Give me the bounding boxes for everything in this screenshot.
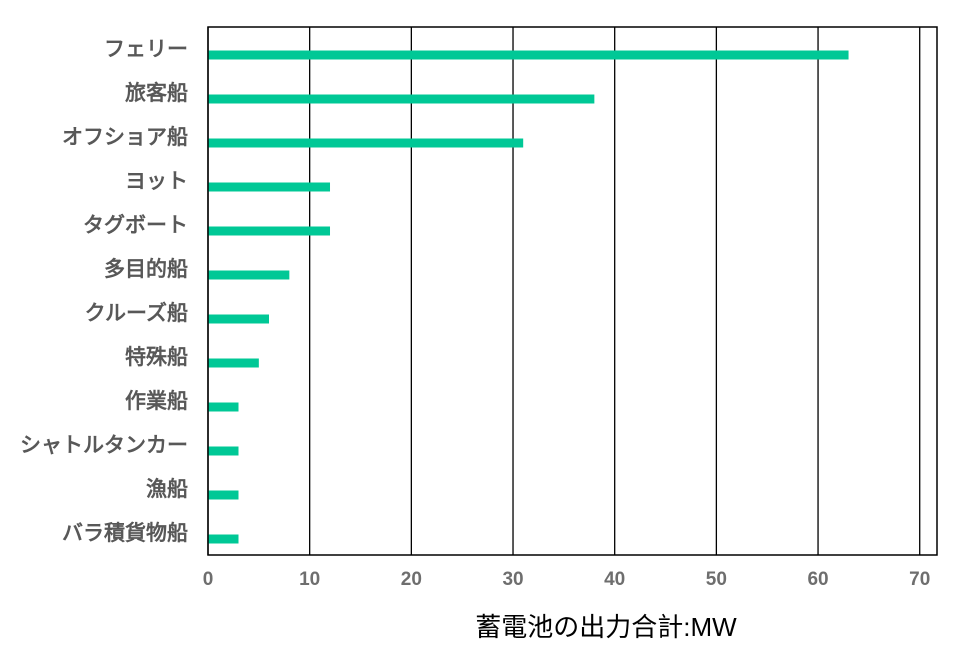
x-tick-label: 10	[299, 569, 320, 590]
bar-10	[208, 490, 239, 500]
x-tick-label: 70	[909, 569, 930, 590]
x-tick-label: 50	[706, 569, 727, 590]
category-label: 多目的船	[104, 257, 188, 281]
bar-4	[208, 226, 331, 236]
category-label: ヨット	[125, 170, 188, 193]
category-label: タグボート	[83, 213, 188, 237]
bar-11	[208, 534, 239, 544]
bar-6	[208, 314, 270, 324]
bar-7	[208, 358, 259, 368]
bars	[208, 50, 849, 544]
x-tick-label: 20	[401, 569, 422, 590]
category-label: クルーズ船	[85, 301, 188, 325]
category-label: バラ積貨物船	[62, 521, 188, 545]
category-label: 作業船	[125, 389, 188, 413]
category-label: 特殊船	[125, 345, 188, 369]
category-labels: フェリー旅客船オフショア船ヨットタグボート多目的船クルーズ船特殊船作業船シャトル…	[20, 38, 188, 545]
plot-frame	[207, 26, 938, 556]
x-axis-title: 蓄電池の出力合計:MW	[475, 612, 737, 642]
bar-2	[208, 138, 524, 148]
bar-1	[208, 94, 595, 104]
x-tick-label: 30	[502, 569, 523, 590]
gridlines	[207, 27, 921, 555]
category-label: オフショア船	[62, 125, 188, 149]
bar-9	[208, 446, 239, 456]
bar-3	[208, 182, 331, 192]
bar-0	[208, 50, 849, 60]
bar-8	[208, 402, 239, 412]
x-tick-label: 40	[604, 569, 625, 590]
category-label: 旅客船	[125, 81, 188, 105]
x-tick-label: 0	[203, 569, 214, 590]
category-label: 漁船	[146, 477, 188, 501]
category-label: シャトルタンカー	[20, 434, 188, 457]
category-label: フェリー	[104, 38, 188, 61]
x-tick-label: 60	[807, 569, 828, 590]
x-tick-labels: 0 10 20 30 40 50 60 70	[203, 569, 931, 590]
bar-5	[208, 270, 290, 280]
